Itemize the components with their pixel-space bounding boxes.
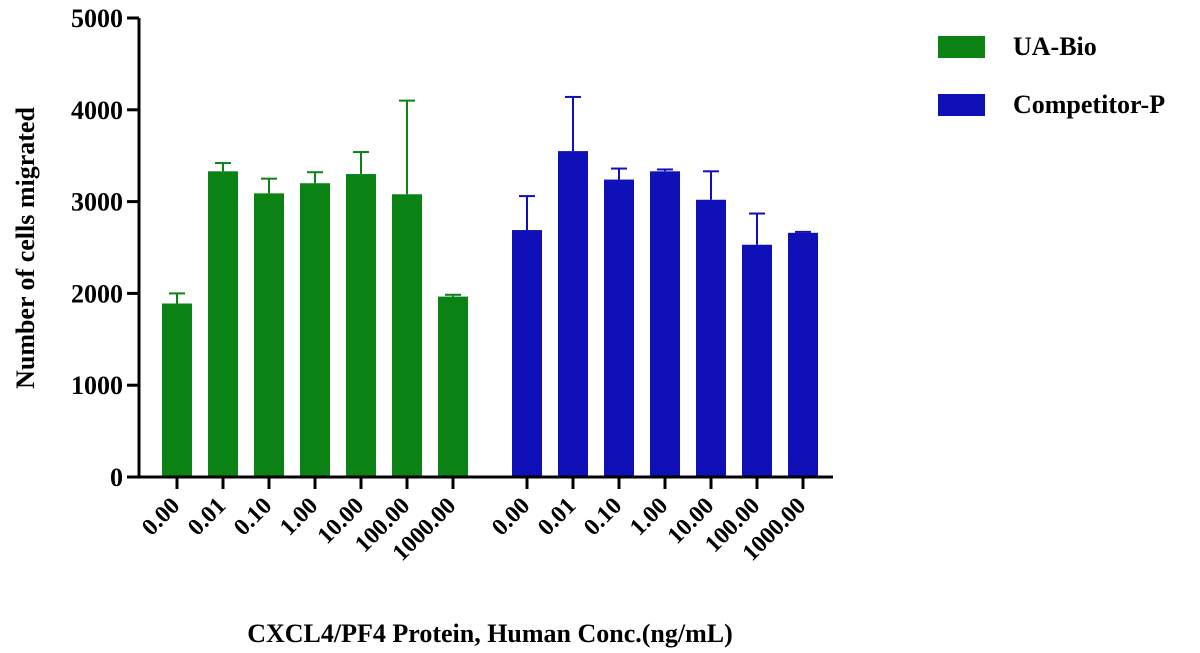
legend-label: UA-Bio	[1013, 32, 1097, 61]
bar	[208, 171, 238, 477]
bar	[788, 232, 818, 477]
legend: UA-Bio Competitor-P	[938, 32, 1165, 119]
x-category-label: 0.01	[533, 493, 581, 541]
y-tick-label: 3000	[71, 188, 123, 217]
bar	[300, 183, 330, 478]
legend-label: Competitor-P	[1013, 90, 1165, 119]
bar	[512, 230, 542, 477]
bar	[438, 296, 468, 477]
tick-labels-layer: 0 1000 2000 3000 4000 5000	[71, 4, 123, 492]
y-tick-label: 1000	[71, 371, 123, 400]
x-category-label: 0.01	[183, 493, 231, 541]
bar	[696, 199, 726, 477]
x-category-label: 0.10	[229, 493, 277, 541]
bar	[162, 303, 192, 477]
axes-layer	[127, 16, 833, 489]
y-tick-label: 4000	[71, 96, 123, 125]
error-bars-layer	[169, 95, 811, 304]
bar	[650, 171, 680, 477]
bar	[392, 194, 422, 478]
bar	[346, 174, 376, 477]
y-tick-label: 5000	[71, 4, 123, 33]
y-axis-title: Number of cells migrated	[11, 107, 40, 389]
bar	[604, 179, 634, 477]
x-category-label: 0.00	[487, 493, 535, 541]
y-tick-label: 2000	[71, 279, 123, 308]
x-category-label: 0.10	[579, 493, 627, 541]
x-category-label: 0.00	[137, 493, 185, 541]
legend-swatch	[938, 36, 985, 58]
legend-swatch	[938, 94, 985, 116]
bar	[558, 151, 588, 478]
bar	[254, 193, 284, 477]
bars-layer	[162, 151, 818, 478]
y-tick-label: 0	[110, 463, 123, 492]
bar	[742, 244, 772, 477]
x-axis-title: CXCL4/PF4 Protein, Human Conc.(ng/mL)	[247, 619, 733, 648]
